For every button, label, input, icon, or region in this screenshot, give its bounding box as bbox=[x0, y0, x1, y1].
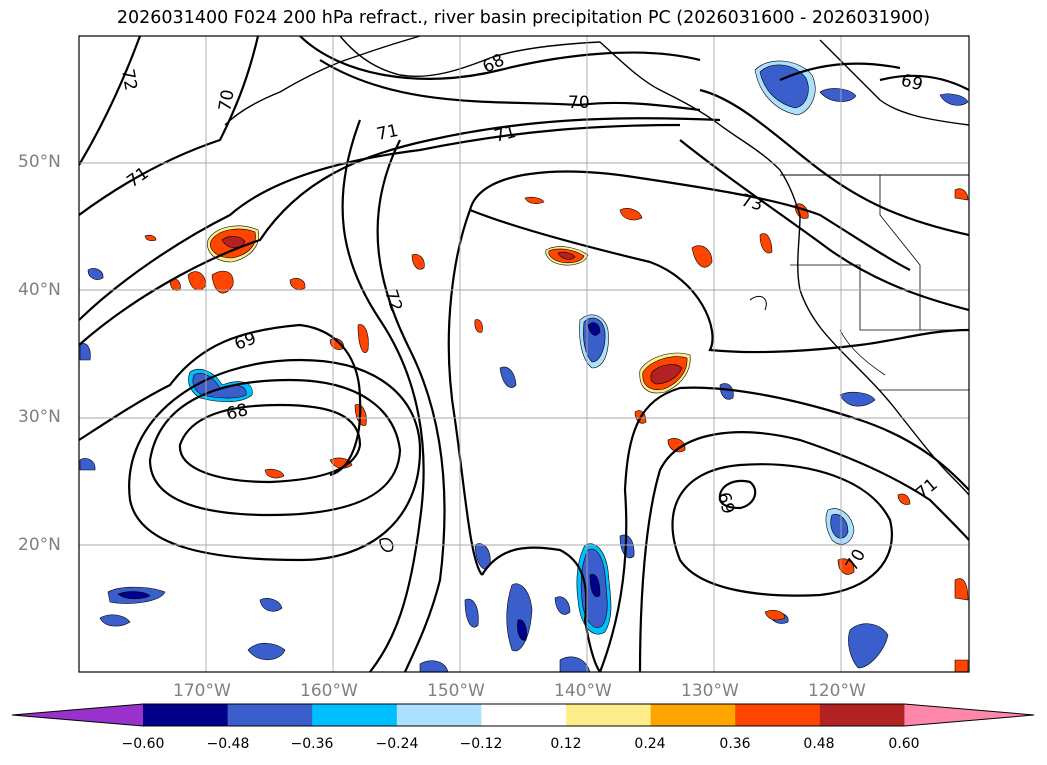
colorbar-bin bbox=[143, 704, 229, 726]
colorbar-bin bbox=[227, 704, 313, 726]
colorbar-tick: −0.48 bbox=[206, 736, 250, 752]
contour-label: 72 bbox=[117, 67, 140, 92]
colorbar-tick: −0.12 bbox=[459, 736, 503, 752]
colorbar-bin bbox=[819, 704, 905, 726]
map-plot-area: 72 70 68 69 70 71 71 73 72 69 68 69 70 7… bbox=[79, 36, 969, 672]
lon-label-170w: 170°W bbox=[173, 681, 231, 701]
map-title: 2026031400 F024 200 hPa refract., river … bbox=[116, 8, 931, 28]
colorbar-outline bbox=[11, 703, 1035, 727]
colorbar-tick: 0.12 bbox=[550, 736, 582, 752]
colorbar-bin bbox=[566, 704, 652, 726]
colorbar-tick: 0.24 bbox=[634, 736, 666, 752]
colorbar-tick: 0.36 bbox=[719, 736, 751, 752]
refractivity-contours bbox=[79, 36, 969, 672]
colorbar-extend-high bbox=[904, 704, 1034, 726]
colorbar-bin bbox=[650, 704, 736, 726]
colorbar-bin bbox=[481, 704, 567, 726]
colorbar-extend-low bbox=[12, 704, 143, 726]
colorbar-bin bbox=[396, 704, 482, 726]
contour-label: 70 bbox=[215, 88, 238, 113]
lat-label-30n: 30°N bbox=[18, 407, 61, 427]
lon-label-150w: 150°W bbox=[427, 681, 485, 701]
lon-label-160w: 160°W bbox=[300, 681, 358, 701]
colorbar-tick: 0.48 bbox=[803, 736, 835, 752]
colorbar-tick: −0.24 bbox=[375, 736, 419, 752]
lon-label-120w: 120°W bbox=[808, 681, 866, 701]
lat-label-50n: 50°N bbox=[18, 152, 61, 172]
colorbar bbox=[11, 703, 1035, 727]
map-border bbox=[78, 35, 970, 673]
colorbar-tick: −0.36 bbox=[290, 736, 334, 752]
contour-labels: 72 70 68 69 70 71 71 73 72 69 68 69 70 7… bbox=[117, 50, 942, 574]
contour-label: 71 bbox=[375, 121, 400, 145]
map-gridlines bbox=[79, 36, 969, 672]
coastlines bbox=[224, 36, 969, 552]
colorbar-tick: 0.60 bbox=[888, 736, 920, 752]
colorbar-bin bbox=[735, 704, 821, 726]
lat-label-40n: 40°N bbox=[18, 280, 61, 300]
lon-label-130w: 130°W bbox=[681, 681, 739, 701]
contour-label: 70 bbox=[568, 93, 590, 113]
colorbar-tick: −0.60 bbox=[121, 736, 165, 752]
lon-label-140w: 140°W bbox=[554, 681, 612, 701]
colorbar-bin bbox=[312, 704, 398, 726]
precip-positive-blobs bbox=[144, 188, 969, 672]
lat-label-20n: 20°N bbox=[18, 535, 61, 555]
